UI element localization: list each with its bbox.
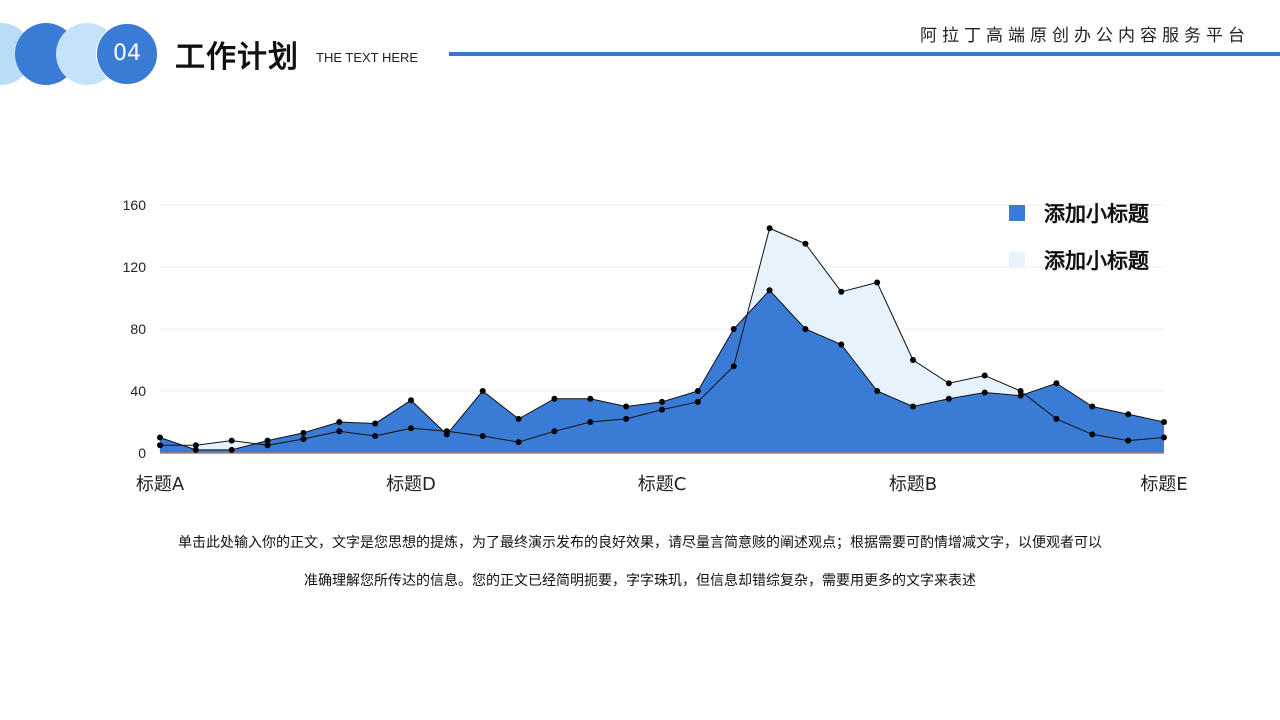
page-subtitle: THE TEXT HERE — [316, 50, 419, 65]
series-1-point — [1161, 419, 1167, 425]
series-2-point — [587, 419, 594, 425]
series-1-point — [694, 388, 701, 394]
series-2-point — [372, 432, 379, 439]
legend-item-2: 添加小标题 — [1009, 248, 1149, 273]
series-1-point — [264, 437, 271, 444]
series-1-point — [730, 326, 737, 332]
series-2-point — [479, 432, 486, 439]
series-2-point — [264, 442, 271, 449]
series-1-point — [336, 419, 343, 425]
series-2-point — [766, 225, 773, 232]
series-1-point — [157, 434, 163, 441]
legend-swatch-1 — [1009, 205, 1025, 221]
body-line-1: 单击此处输入你的正文，文字是您思想的提炼，为了最终演示发布的良好效果，请尽量言简… — [178, 535, 1102, 551]
series-1-point — [408, 397, 414, 404]
series-2-point — [300, 436, 307, 443]
series-1-point — [551, 395, 558, 402]
series-1-point — [623, 403, 630, 410]
series-1-area — [160, 290, 1164, 453]
series-2-point — [1161, 434, 1167, 441]
legend-item-1: 添加小标题 — [1009, 201, 1149, 226]
series-1-point — [1017, 392, 1024, 399]
series-2-point — [838, 288, 845, 295]
series-1-point — [1125, 411, 1132, 418]
series-2-point — [515, 439, 522, 446]
series-2-point — [408, 425, 414, 432]
series-1-point — [372, 420, 379, 427]
y-tick-label: 160 — [123, 197, 147, 213]
section-number: 04 — [96, 23, 158, 85]
series-2-point — [874, 279, 881, 286]
legend-label-2: 添加小标题 — [1044, 249, 1149, 273]
series-2-point — [228, 437, 235, 444]
legend-label-1: 添加小标题 — [1044, 202, 1149, 226]
series-1-point — [874, 388, 881, 394]
body-line-2: 准确理解您所传达的信息。您的正文已经简明扼要，字字珠玑，但信息却错综复杂，需要用… — [304, 573, 976, 589]
series-2-area — [160, 228, 1164, 453]
area-chart: 0 40 80 120 160 标题A 标题D 标题C 标题B 标题E — [123, 197, 1188, 495]
series-1-point — [838, 341, 845, 348]
series-2-point — [551, 428, 558, 435]
series-1-point — [981, 389, 988, 396]
series-2-point — [981, 372, 988, 379]
series-2-point — [1017, 388, 1024, 394]
x-tick-label: 标题D — [386, 474, 436, 495]
y-tick-label: 120 — [123, 259, 147, 275]
y-tick-label: 40 — [130, 383, 146, 399]
series-1-point — [945, 395, 952, 402]
series-2-point — [910, 357, 916, 363]
y-tick-label: 80 — [130, 321, 146, 337]
x-tick-label: 标题E — [1140, 474, 1187, 495]
series-1-point — [766, 287, 773, 294]
series-2-point — [945, 380, 952, 387]
page-title: 工作计划 — [175, 40, 299, 75]
legend-swatch-2 — [1009, 252, 1025, 268]
series-1-point — [515, 415, 522, 422]
series-1-point — [1089, 403, 1096, 410]
series-2-point — [1125, 437, 1132, 444]
series-1-point — [802, 326, 809, 332]
series-2-point — [623, 415, 630, 422]
series-1-point — [910, 403, 916, 410]
series-2-point — [659, 406, 665, 413]
x-tick-label: 标题C — [638, 474, 687, 495]
series-2-point — [157, 442, 163, 449]
series-1-point — [587, 395, 594, 402]
series-2-point — [1053, 415, 1060, 422]
series-2-point — [1089, 431, 1096, 438]
series-1-point — [192, 446, 199, 453]
series-2-point — [443, 428, 450, 435]
series-1-point — [228, 446, 235, 453]
x-tick-label: 标题B — [889, 474, 937, 495]
series-2-point — [694, 398, 701, 405]
series-2-point — [802, 240, 809, 247]
series-2-point — [192, 442, 199, 449]
body-paragraph: 单击此处输入你的正文，文字是您思想的提炼，为了最终演示发布的良好效果，请尽量言简… — [100, 524, 1180, 600]
series-2-point — [730, 363, 737, 370]
series-1-point — [479, 388, 486, 394]
series-1-point — [659, 398, 665, 405]
series-1-point — [300, 429, 307, 436]
series-1-point — [1053, 380, 1060, 387]
platform-name: 阿拉丁高端原创办公内容服务平台 — [920, 26, 1250, 46]
series-2-point — [336, 428, 343, 435]
header-divider — [449, 52, 1280, 56]
y-tick-label: 0 — [138, 445, 146, 461]
x-tick-label: 标题A — [136, 474, 185, 495]
